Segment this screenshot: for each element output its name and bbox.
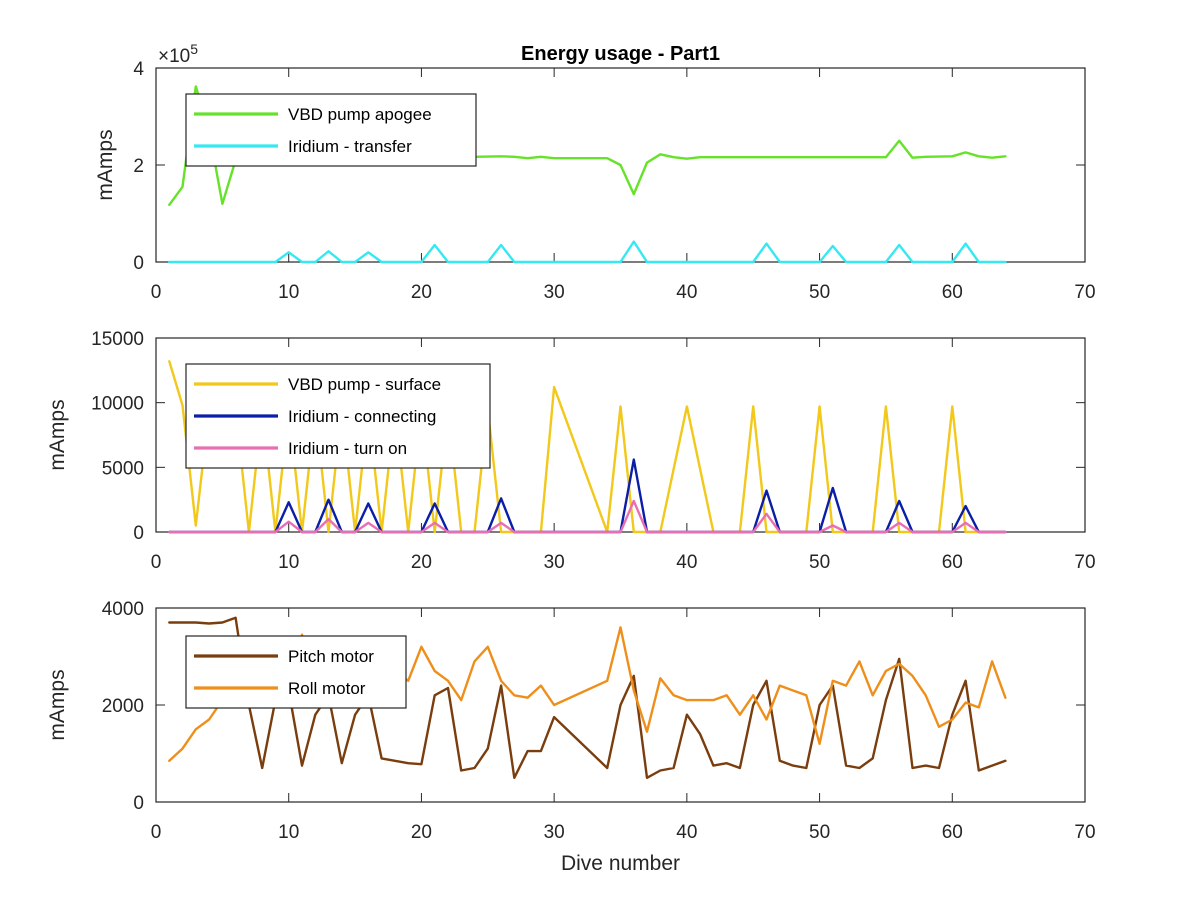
- chart-title: Energy usage - Part1: [521, 43, 720, 65]
- x-tick-label: 70: [1074, 822, 1095, 843]
- y-tick-label: 2: [133, 156, 144, 177]
- x-tick-label: 60: [942, 552, 963, 573]
- x-tick-label: 0: [151, 282, 162, 303]
- legend: VBD pump apogee Iridium - transfer: [185, 93, 477, 167]
- x-tick-label: 60: [942, 282, 963, 303]
- subplot-2: 0 10 20 30 40 50 60 70 0 5000 10000 15000 mAmps VBD p…: [46, 329, 1096, 573]
- x-tick-label: 40: [676, 822, 697, 843]
- x-tick-label: 50: [809, 552, 830, 573]
- series-line-3: [168, 499, 1007, 534]
- y-tick-label: 5000: [102, 458, 144, 479]
- x-tick-label: 40: [676, 282, 697, 303]
- x-tick-label: 50: [809, 282, 830, 303]
- x-tick-label: 20: [411, 822, 432, 843]
- series-line-2: [168, 240, 1007, 264]
- x-tick-label: 20: [411, 552, 432, 573]
- x-tick-label: 10: [278, 282, 299, 303]
- legend-box: [185, 93, 477, 167]
- x-tick-label: 30: [544, 552, 565, 573]
- x-tick-label: 30: [544, 822, 565, 843]
- y-tick-label: 0: [133, 253, 144, 274]
- y-tick-label: 10000: [91, 394, 144, 415]
- y-exponent-label: ×105: [158, 41, 198, 67]
- x-tick-label: 30: [544, 282, 565, 303]
- y-tick-label: 4000: [102, 599, 144, 620]
- x-tick-label: 60: [942, 822, 963, 843]
- x-tick-label: 10: [278, 822, 299, 843]
- y-tick-label: 15000: [91, 329, 144, 350]
- x-tick-label: 70: [1074, 552, 1095, 573]
- x-tick-label: 0: [151, 552, 162, 573]
- legend-label: Iridium - turn on: [288, 439, 407, 458]
- y-axis-label: mAmps: [94, 129, 117, 200]
- y-tick-label: 0: [133, 793, 144, 814]
- y-tick-label: 0: [133, 523, 144, 544]
- x-tick-label: 70: [1074, 282, 1095, 303]
- x-tick-label: 0: [151, 822, 162, 843]
- y-tick-label: 4: [133, 59, 144, 80]
- legend: Pitch motor Roll motor: [185, 635, 407, 709]
- x-axis-label: Dive number: [561, 852, 680, 875]
- legend-label: Pitch motor: [288, 647, 374, 666]
- y-tick-label: 2000: [102, 696, 144, 717]
- legend-label: Iridium - connecting: [288, 407, 436, 426]
- y-axis-label: mAmps: [46, 669, 69, 740]
- legend: VBD pump - surface Iridium - connecting Ir…: [185, 363, 491, 469]
- legend-label: Iridium - transfer: [288, 137, 412, 156]
- legend-label: Roll motor: [288, 679, 366, 698]
- x-tick-label: 10: [278, 552, 299, 573]
- y-exponent-power: 5: [190, 41, 198, 57]
- x-tick-label: 40: [676, 552, 697, 573]
- series-line-1: [168, 616, 1007, 779]
- legend-label: VBD pump apogee: [288, 105, 432, 124]
- x-tick-label: 50: [809, 822, 830, 843]
- legend-label: VBD pump - surface: [288, 375, 441, 394]
- legend-box: [185, 635, 407, 709]
- subplot-1: 0 10 20 30 40 50 60 70 0 2 4 mAmps Energy usage - Pa…: [94, 41, 1096, 303]
- subplot-3: 0 10 20 30 40 50 60 70 0 2000 4000 mAmps Dive number…: [46, 599, 1096, 875]
- y-axis-label: mAmps: [46, 399, 69, 470]
- x-tick-label: 20: [411, 282, 432, 303]
